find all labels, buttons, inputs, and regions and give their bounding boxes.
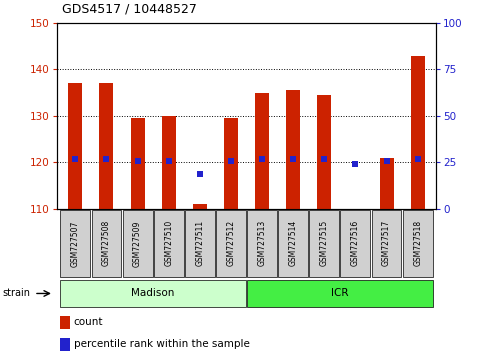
Text: percentile rank within the sample: percentile rank within the sample <box>74 339 249 349</box>
Text: GSM727510: GSM727510 <box>164 220 173 267</box>
FancyBboxPatch shape <box>247 210 277 277</box>
FancyBboxPatch shape <box>403 210 432 277</box>
FancyBboxPatch shape <box>61 280 246 307</box>
Point <box>196 171 204 176</box>
FancyBboxPatch shape <box>216 210 246 277</box>
Text: GSM727508: GSM727508 <box>102 220 111 267</box>
Point <box>289 156 297 161</box>
FancyBboxPatch shape <box>92 210 121 277</box>
Point <box>414 156 422 161</box>
Bar <box>69 84 82 209</box>
Point <box>320 156 328 161</box>
Text: ICR: ICR <box>331 289 349 298</box>
FancyBboxPatch shape <box>372 210 401 277</box>
Text: GSM727511: GSM727511 <box>195 220 204 267</box>
Text: GSM727507: GSM727507 <box>71 220 80 267</box>
Bar <box>380 158 393 209</box>
Text: GSM727512: GSM727512 <box>226 220 236 267</box>
Text: Madison: Madison <box>132 289 175 298</box>
FancyBboxPatch shape <box>341 210 370 277</box>
Text: GSM727509: GSM727509 <box>133 220 142 267</box>
FancyBboxPatch shape <box>154 210 184 277</box>
Bar <box>100 84 113 209</box>
Text: GDS4517 / 10448527: GDS4517 / 10448527 <box>62 3 197 16</box>
Bar <box>131 118 144 209</box>
Point <box>227 158 235 164</box>
Bar <box>317 95 331 209</box>
Point <box>352 161 359 167</box>
Text: GSM727514: GSM727514 <box>289 220 298 267</box>
Bar <box>162 116 176 209</box>
Bar <box>224 118 238 209</box>
Text: count: count <box>74 317 103 327</box>
Point <box>71 156 79 161</box>
Bar <box>193 204 207 209</box>
Text: GSM727513: GSM727513 <box>257 220 267 267</box>
Bar <box>411 56 424 209</box>
Text: GSM727516: GSM727516 <box>351 220 360 267</box>
FancyBboxPatch shape <box>61 210 90 277</box>
Point <box>383 158 390 164</box>
Point <box>258 156 266 161</box>
FancyBboxPatch shape <box>247 280 432 307</box>
Bar <box>61 315 70 329</box>
Text: GSM727517: GSM727517 <box>382 220 391 267</box>
FancyBboxPatch shape <box>278 210 308 277</box>
Bar <box>61 338 70 351</box>
Text: GSM727515: GSM727515 <box>320 220 329 267</box>
Bar <box>255 93 269 209</box>
FancyBboxPatch shape <box>185 210 215 277</box>
Point <box>103 156 110 161</box>
Point <box>165 158 173 164</box>
FancyBboxPatch shape <box>123 210 152 277</box>
FancyBboxPatch shape <box>309 210 339 277</box>
Text: strain: strain <box>2 289 31 298</box>
Point <box>134 158 141 164</box>
Text: GSM727518: GSM727518 <box>413 220 422 267</box>
Bar <box>286 90 300 209</box>
